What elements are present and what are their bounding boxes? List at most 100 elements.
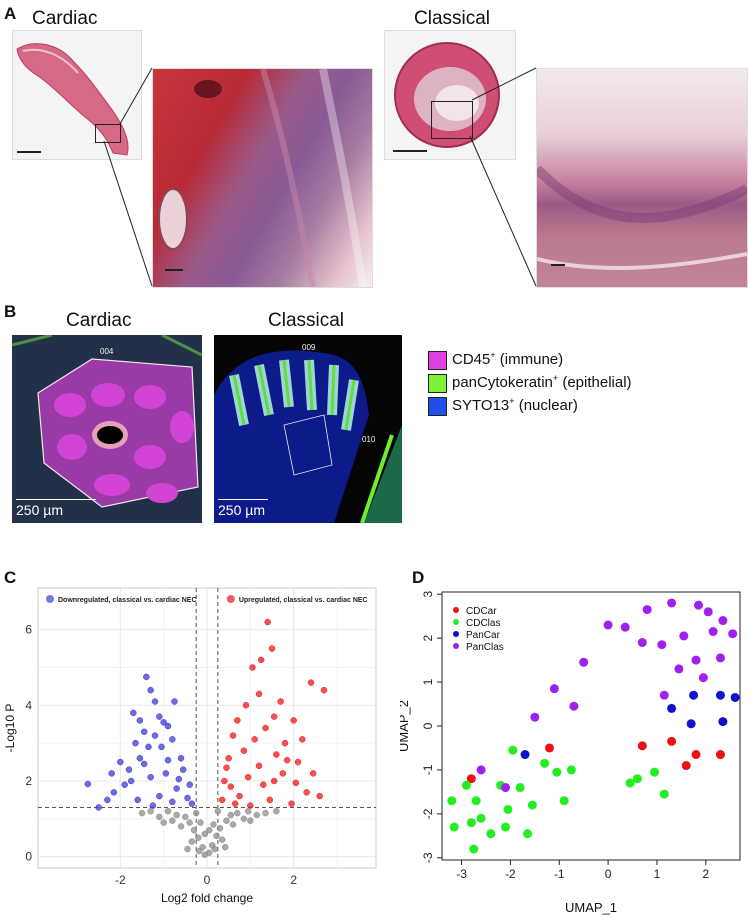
data-point bbox=[130, 709, 137, 717]
data-point bbox=[225, 755, 232, 762]
data-point bbox=[195, 834, 202, 841]
data-point bbox=[486, 829, 496, 839]
data-point bbox=[184, 845, 191, 853]
data-point bbox=[549, 684, 559, 694]
data-point bbox=[260, 781, 267, 789]
cardiac-overview-image bbox=[12, 30, 142, 160]
data-point bbox=[138, 809, 146, 817]
y-tick-label: -1 bbox=[421, 764, 435, 775]
data-point bbox=[195, 847, 203, 855]
legend-label-up: Upregulated, classical vs. cardiac NEC bbox=[239, 597, 368, 604]
data-point bbox=[140, 760, 148, 768]
data-point bbox=[179, 766, 187, 773]
data-point bbox=[234, 809, 241, 817]
data-point bbox=[667, 736, 677, 746]
data-point bbox=[283, 756, 291, 764]
panel-b-right-title: Classical bbox=[268, 310, 345, 331]
legend-marker-up bbox=[226, 595, 235, 603]
legend-swatch-cd45 bbox=[428, 351, 447, 370]
panel-c-letter: C bbox=[4, 568, 17, 587]
data-point bbox=[221, 777, 228, 785]
data-point bbox=[186, 781, 193, 789]
data-point bbox=[544, 743, 554, 753]
data-point bbox=[210, 821, 217, 828]
scalebar bbox=[551, 264, 565, 266]
scalebar-label: 250 µm bbox=[218, 502, 265, 518]
data-point bbox=[708, 627, 718, 637]
data-point bbox=[214, 807, 222, 815]
data-point bbox=[173, 785, 180, 792]
legend-swatch-pancytokeratin bbox=[428, 374, 447, 393]
data-point bbox=[659, 690, 669, 700]
legend-label-syto13: SYTO13+ (nuclear) bbox=[452, 396, 578, 414]
x-tick-label: 1 bbox=[654, 867, 661, 881]
data-point bbox=[501, 822, 511, 832]
data-point bbox=[147, 807, 154, 815]
data-point bbox=[657, 640, 667, 650]
x-tick-label: 0 bbox=[605, 867, 612, 881]
scalebar-label: 250 µm bbox=[16, 502, 63, 518]
data-point bbox=[659, 789, 669, 799]
data-point bbox=[160, 819, 167, 826]
data-point bbox=[527, 800, 537, 810]
y-tick-label: -3 bbox=[421, 852, 435, 863]
classical-zoom-connectors bbox=[469, 67, 537, 287]
data-point bbox=[253, 811, 261, 819]
data-point bbox=[175, 775, 183, 783]
data-point bbox=[530, 712, 540, 722]
data-point bbox=[249, 664, 256, 671]
y-tick-label: 0 bbox=[421, 722, 435, 729]
data-point bbox=[281, 739, 289, 747]
y-tick-label: 2 bbox=[421, 634, 435, 641]
data-point bbox=[201, 830, 209, 838]
data-point bbox=[134, 796, 141, 804]
data-point bbox=[229, 821, 237, 828]
data-point bbox=[262, 724, 269, 732]
y-tick-label: 4 bbox=[25, 698, 32, 712]
data-point bbox=[466, 818, 476, 828]
y-axis-label: UMAP_2 bbox=[400, 700, 411, 752]
data-point bbox=[205, 826, 213, 834]
data-point bbox=[501, 783, 511, 793]
data-point bbox=[520, 750, 530, 760]
data-point bbox=[698, 673, 708, 683]
legend-label-cd45: CD45+ (immune) bbox=[452, 350, 564, 368]
legend-label: CDCar bbox=[466, 606, 497, 617]
data-point bbox=[205, 849, 213, 857]
data-point bbox=[469, 844, 479, 854]
data-point bbox=[149, 802, 157, 809]
data-point bbox=[255, 762, 263, 770]
data-point bbox=[244, 773, 252, 781]
data-point bbox=[290, 717, 297, 724]
data-point bbox=[229, 732, 237, 739]
data-point bbox=[288, 800, 295, 807]
data-point bbox=[632, 774, 642, 784]
data-point bbox=[642, 605, 652, 615]
data-point bbox=[320, 686, 328, 694]
data-point bbox=[718, 616, 728, 626]
data-point bbox=[689, 690, 699, 700]
data-point bbox=[231, 800, 239, 807]
data-point bbox=[620, 622, 630, 632]
data-point bbox=[242, 702, 250, 709]
data-point bbox=[503, 804, 513, 814]
data-point bbox=[461, 780, 471, 790]
data-point bbox=[715, 690, 725, 700]
umap-plot: -3 -2 -1 0 1 2 -3 -2 -1 0 1 2 3 UMAP_1 UMAP_2 CDCarCDCl… bbox=[400, 591, 741, 915]
x-tick-label: -2 bbox=[115, 873, 126, 887]
data-point bbox=[236, 792, 243, 800]
x-tick-label: -2 bbox=[505, 867, 516, 881]
data-point bbox=[303, 789, 310, 796]
x-tick-label: 2 bbox=[290, 873, 297, 887]
data-point bbox=[292, 779, 300, 787]
data-point bbox=[251, 736, 258, 743]
data-point bbox=[715, 750, 725, 760]
x-tick-label: 2 bbox=[702, 867, 709, 881]
panel-a-left-title: Cardiac bbox=[32, 8, 98, 29]
data-point bbox=[136, 755, 144, 762]
classical-fluorescence-image: 009 010 250 µm bbox=[214, 335, 402, 523]
data-point bbox=[171, 698, 178, 705]
data-point bbox=[151, 698, 159, 705]
roi-label: 010 bbox=[362, 435, 376, 444]
scalebar bbox=[393, 150, 427, 152]
